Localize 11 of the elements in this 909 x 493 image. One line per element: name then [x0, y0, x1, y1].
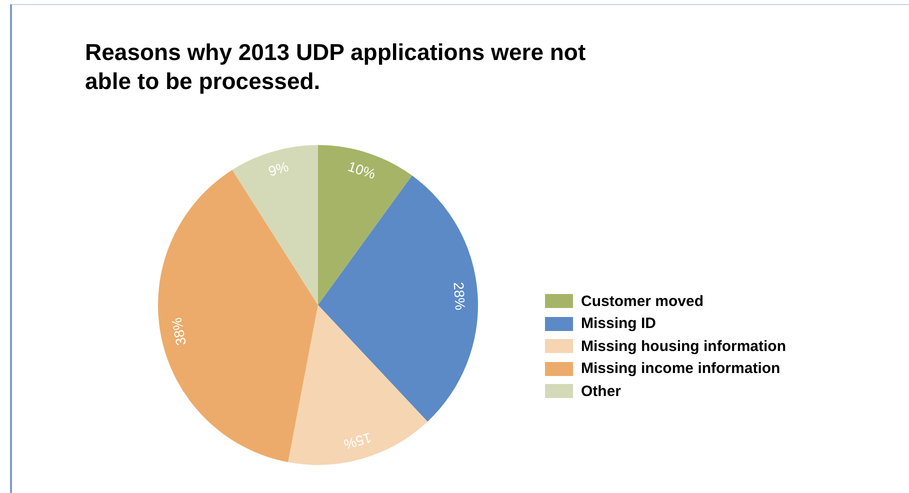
legend-label: Missing income information: [581, 360, 780, 378]
data-label: 38%: [168, 316, 190, 347]
legend-label: Other: [581, 382, 622, 400]
data-label: 9%: [266, 158, 290, 180]
legend-label: Missing housing information: [581, 338, 786, 355]
data-label: 15%: [342, 430, 374, 453]
data-label: 28%: [450, 282, 469, 311]
data-label: 10%: [346, 158, 378, 182]
legend-label: Missing ID: [581, 315, 656, 332]
legend-label: Customer moved: [581, 292, 704, 310]
chart-title: Reasons why 2013 UDP applications were not able to be processed.: [85, 38, 587, 96]
